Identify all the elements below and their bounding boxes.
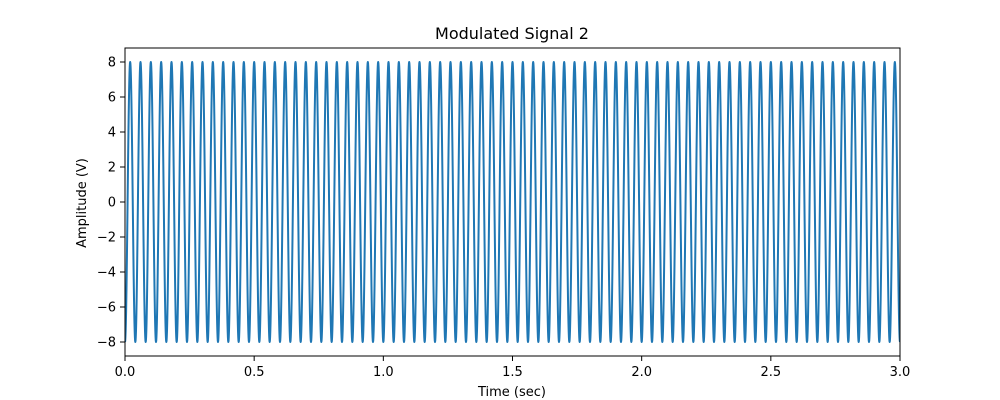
x-tick-label: 1.5 [502, 365, 523, 380]
x-tick-label: 0.0 [115, 365, 136, 380]
x-tick-label: 1.0 [373, 365, 394, 380]
axes: 0.0 0.5 1.0 1.5 2.0 2.5 3.0 −8 −6 −4 −2 0 2 4 6 8 [97, 47, 911, 380]
y-tick-label: 2 [108, 161, 116, 176]
x-axis-label: Time (sec) [477, 385, 546, 400]
plot-area [125, 61, 900, 343]
series-line-1 [125, 61, 900, 343]
y-tick-label: −6 [97, 301, 116, 316]
y-tick-label: 6 [108, 91, 116, 106]
y-tick-label: 4 [108, 126, 116, 141]
y-tick-label: −8 [97, 336, 116, 351]
y-tick-label: 0 [108, 196, 116, 211]
x-tick-label: 2.5 [760, 365, 781, 380]
y-tick-label: 8 [108, 56, 116, 71]
x-tick-label: 2.0 [631, 365, 652, 380]
x-tick-label: 3.0 [890, 365, 911, 380]
y-tick-label: −2 [97, 231, 116, 246]
chart-title: Modulated Signal 2 [435, 24, 589, 43]
y-tick-label: −4 [97, 266, 116, 281]
y-axis-label: Amplitude (V) [75, 158, 90, 248]
x-tick-label: 0.5 [244, 365, 265, 380]
